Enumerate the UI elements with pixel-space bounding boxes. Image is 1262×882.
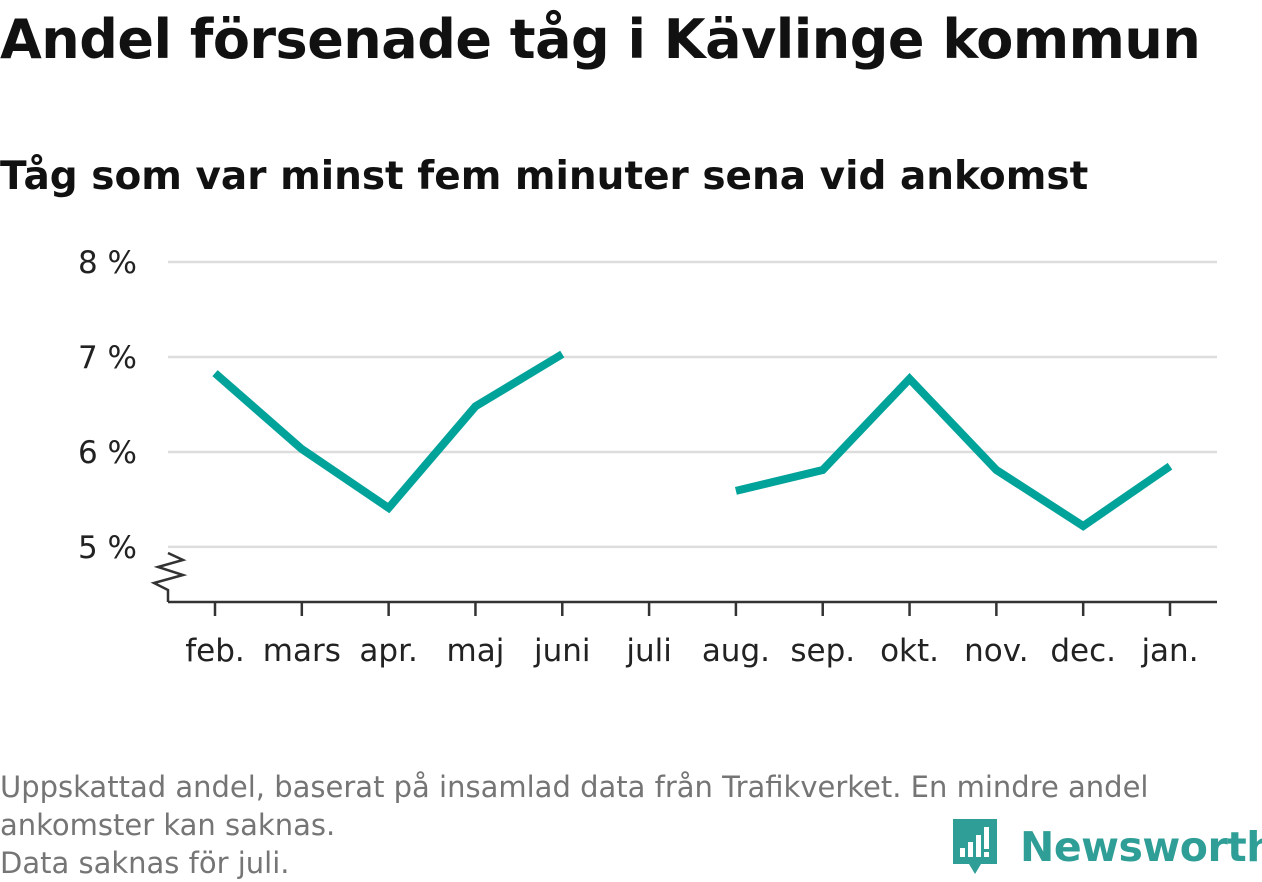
x-tick-label: juni [533,633,591,669]
x-tick-label: nov. [964,633,1028,669]
y-tick-label: 8 % [78,245,137,281]
chart-subtitle: Tåg som var minst fem minuter sena vid a… [0,154,1089,199]
footnote-line-2: ankomster kan saknas. [0,808,336,842]
x-axis [150,551,1217,604]
chart-title: Andel försenade tåg i Kävlinge kommun [0,8,1201,71]
x-tick-label: dec. [1050,633,1116,669]
x-tick-label: jan. [1140,633,1198,669]
series-line-segment [212,350,565,514]
newsworthy-logo-icon [953,819,997,874]
gridlines [168,260,1217,549]
y-tick-label: 7 % [78,340,137,376]
newsworthy-logo: Newsworthy [950,818,1262,876]
y-tick-label: 6 % [78,435,137,471]
series-line [212,350,1173,531]
x-tick-label: juli [625,633,672,669]
x-tick-label: apr. [359,633,417,669]
footnote-line-3: Data saknas för juli. [0,846,290,880]
footnote-line-1: Uppskattad andel, baserat på insamlad da… [0,770,1149,804]
x-tick-label: okt. [880,633,939,669]
y-axis-ticks: 5 % 6 % 7 % 8 % [78,245,137,566]
x-tick-label: maj [447,633,505,669]
x-axis-ticks: feb. mars apr. maj juni juli aug. sep. okt. nov. d… [185,602,1199,669]
y-tick-label: 5 % [78,530,137,566]
x-tick-label: feb. [185,633,245,669]
logo-text: Newsworthy [1020,823,1262,871]
footnote: Uppskattad andel, baserat på insamlad da… [0,768,1148,882]
x-tick-label: sep. [790,633,855,669]
series-line-segment [734,373,1173,531]
y-axis-break-symbol [150,551,188,602]
line-chart: 5 % 6 % 7 % 8 % feb. mars apr. maj juni juli aug.… [78,245,1217,669]
x-tick-label: aug. [702,633,770,669]
x-tick-label: mars [263,633,341,669]
